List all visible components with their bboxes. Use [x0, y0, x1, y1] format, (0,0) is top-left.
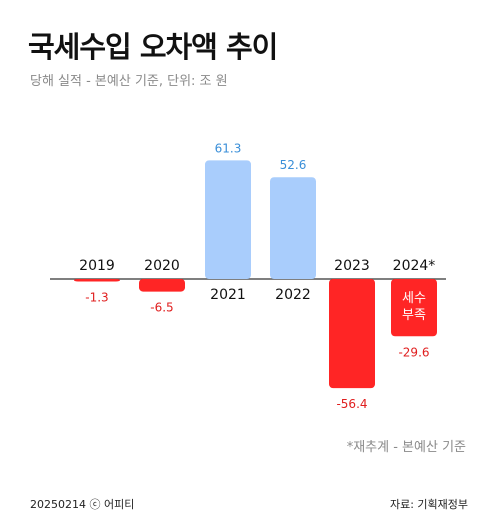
- data-label-2020: -6.5: [150, 301, 173, 315]
- bar-2024*: [391, 279, 437, 337]
- bar-2022: [270, 177, 316, 279]
- source-credit: 자료: 기획재정부: [389, 498, 468, 511]
- footnote: *재추계 - 본예산 기준: [346, 440, 466, 455]
- tick-label-2024*: 2024*: [393, 258, 436, 274]
- date-brand: 20250214 ⓒ 어피티: [30, 498, 135, 511]
- bar-annotation-line-1: 세수: [402, 291, 426, 306]
- data-label-2024*: -29.6: [398, 345, 429, 359]
- tick-label-2021: 2021: [210, 287, 246, 303]
- bar-2019: [74, 279, 120, 282]
- bar-2020: [139, 279, 185, 292]
- data-label-2023: -56.4: [336, 397, 367, 411]
- data-label-2019: -1.3: [85, 291, 108, 305]
- data-label-2021: 61.3: [215, 141, 242, 155]
- tick-label-2022: 2022: [275, 287, 311, 303]
- chart-subtitle: 당해 실적 - 본예산 기준, 단위: 조 원: [30, 74, 228, 89]
- bar-annotation-line-2: 부족: [402, 308, 426, 323]
- bar-2021: [205, 160, 251, 279]
- tick-label-2023: 2023: [334, 258, 370, 274]
- data-label-2022: 52.6: [280, 158, 307, 172]
- tick-label-2019: 2019: [79, 258, 115, 274]
- bar-2023: [329, 279, 375, 389]
- tick-label-2020: 2020: [144, 258, 180, 274]
- chart-title: 국세수입 오차액 추이: [28, 30, 278, 64]
